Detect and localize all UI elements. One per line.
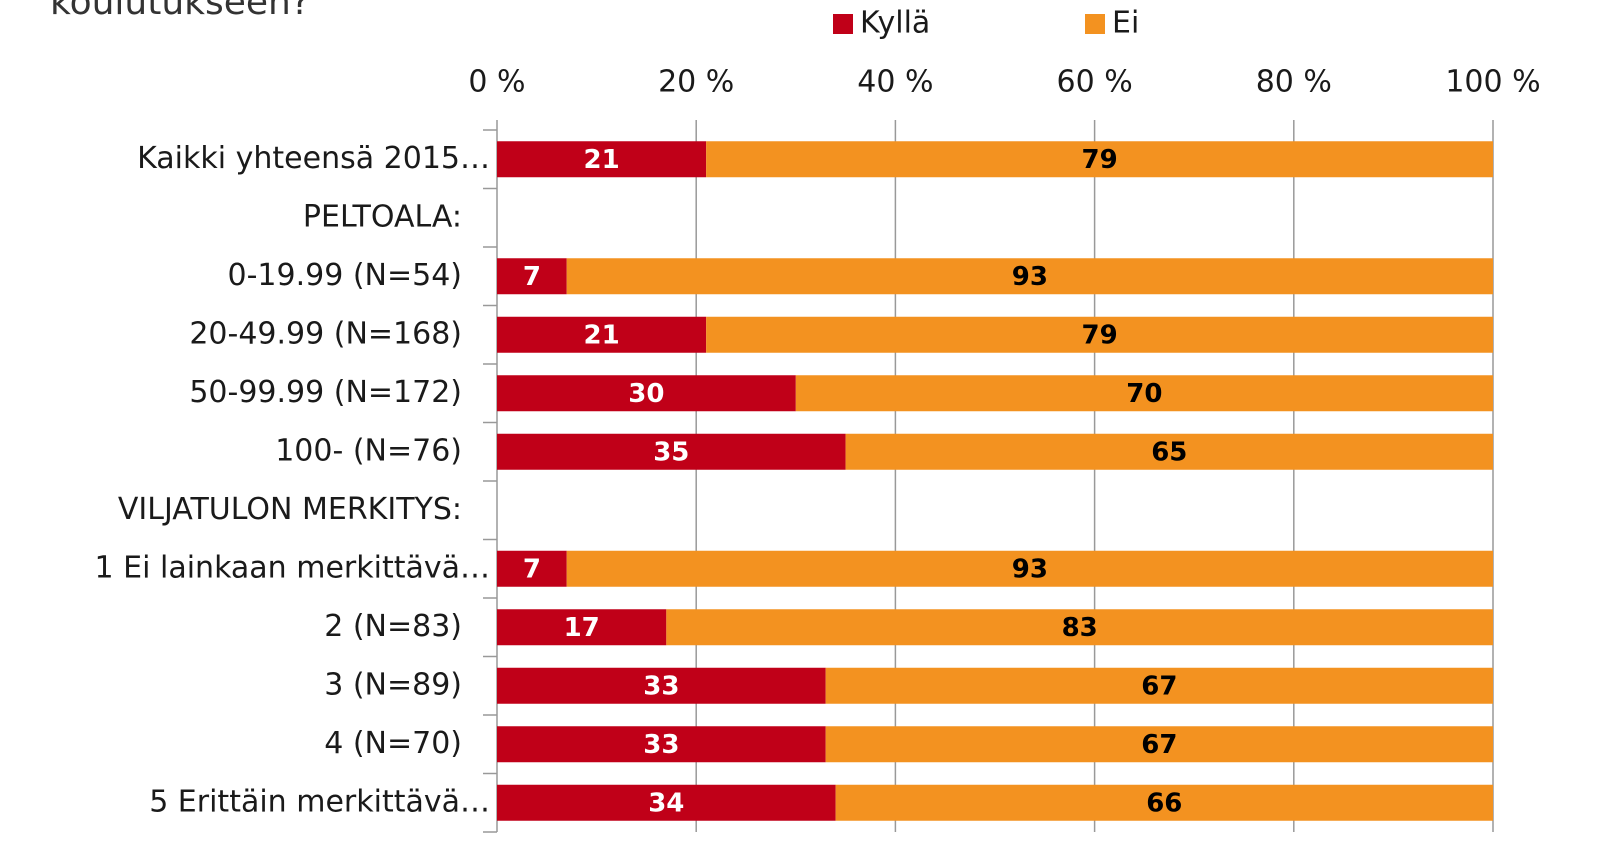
- legend-label: Ei: [1112, 6, 1139, 41]
- bar-segment: [706, 316, 1493, 353]
- legend-label: Kyllä: [860, 6, 930, 41]
- data-label: 21: [583, 145, 619, 175]
- legend-swatch: [833, 14, 853, 34]
- bar-segment: [497, 258, 567, 295]
- y-tick-label: 2 (N=83): [324, 609, 462, 644]
- bar-segment: [497, 375, 796, 412]
- y-tick-label: 5 Erittäin merkittävä…: [149, 784, 490, 819]
- data-label: 33: [643, 671, 679, 701]
- bar-segment: [497, 667, 826, 704]
- data-label: 93: [1012, 554, 1048, 584]
- bar-segment: [497, 784, 836, 821]
- data-label: 7: [523, 262, 541, 292]
- x-tick-label: 40 %: [857, 65, 933, 100]
- bar-segment: [497, 726, 826, 763]
- data-label: 83: [1062, 613, 1098, 643]
- data-label: 79: [1081, 145, 1117, 175]
- x-tick-label: 0 %: [468, 65, 525, 100]
- y-tick-label: VILJATULON MERKITYS:: [118, 492, 462, 527]
- data-label: 7: [523, 554, 541, 584]
- x-tick-label: 100 %: [1445, 65, 1540, 100]
- x-tick-label: 80 %: [1256, 65, 1332, 100]
- x-tick-label: 60 %: [1056, 65, 1132, 100]
- chart-title: koulutukseen?: [50, 0, 310, 23]
- data-label: 34: [648, 788, 684, 818]
- data-label: 35: [653, 437, 689, 467]
- bar-segment: [497, 433, 846, 470]
- bar-segment: [666, 609, 1493, 646]
- y-tick-label: 3 (N=89): [324, 667, 462, 702]
- data-label: 30: [628, 379, 664, 409]
- data-label: 66: [1146, 788, 1182, 818]
- bar-segment: [566, 258, 1493, 295]
- y-tick-label: PELTOALA:: [303, 199, 462, 234]
- data-label: 67: [1141, 671, 1177, 701]
- bar-segment: [795, 375, 1493, 412]
- x-tick-label: 20 %: [658, 65, 734, 100]
- y-tick-label: 100- (N=76): [275, 433, 462, 468]
- data-label: 17: [564, 613, 600, 643]
- data-label: 70: [1126, 379, 1162, 409]
- bar-segment: [835, 784, 1493, 821]
- data-label: 93: [1012, 262, 1048, 292]
- bar-segment: [497, 316, 707, 353]
- bar-segment: [845, 433, 1493, 470]
- y-tick-label: 50-99.99 (N=172): [189, 375, 462, 410]
- y-tick-label: Kaikki yhteensä 2015…: [137, 141, 490, 176]
- data-label: 65: [1151, 437, 1187, 467]
- data-label: 21: [583, 320, 619, 350]
- bar-segment: [566, 550, 1493, 587]
- y-tick-label: 1 Ei lainkaan merkittävä…: [95, 550, 490, 585]
- data-label: 67: [1141, 730, 1177, 760]
- bar-segment: [706, 141, 1493, 178]
- bar-segment: [497, 550, 567, 587]
- y-tick-label: 0-19.99 (N=54): [228, 258, 463, 293]
- bar-segment: [497, 609, 667, 646]
- legend-swatch: [1085, 14, 1105, 34]
- bar-segment: [825, 667, 1493, 704]
- data-label: 33: [643, 730, 679, 760]
- y-tick-label: 20-49.99 (N=168): [189, 316, 462, 351]
- bar-segment: [497, 141, 707, 178]
- data-label: 79: [1081, 320, 1117, 350]
- y-tick-label: 4 (N=70): [324, 726, 462, 761]
- bar-segment: [825, 726, 1493, 763]
